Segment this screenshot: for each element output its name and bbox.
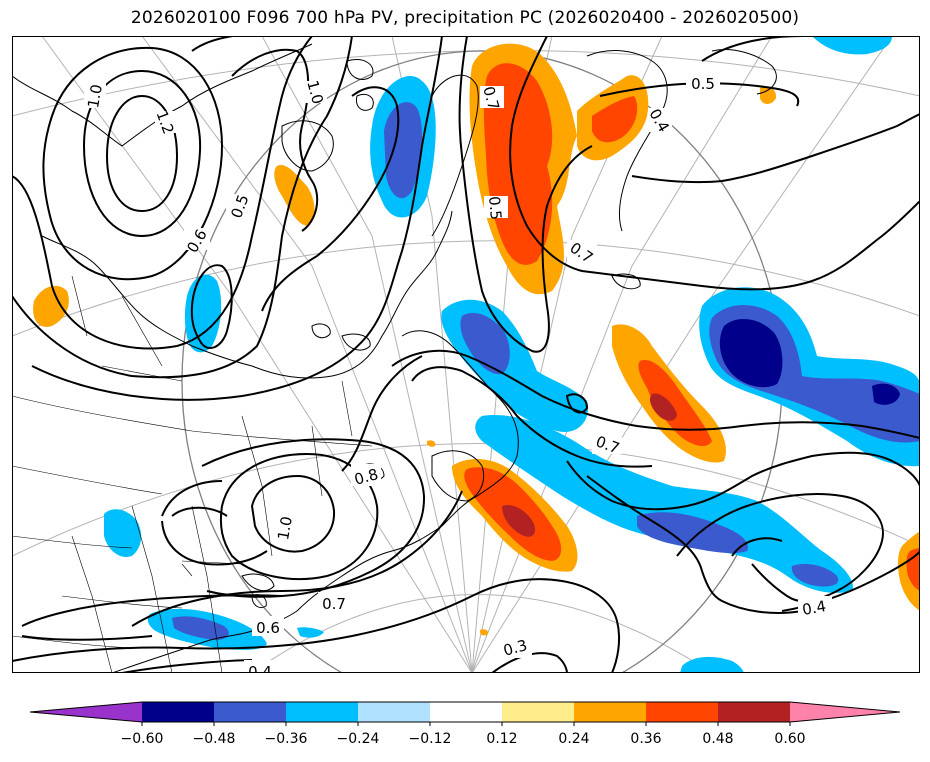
shade-orange-alaska xyxy=(33,285,69,327)
colorbar-tick-label-10: 0.60 xyxy=(774,731,805,747)
colorbar-bin-7 xyxy=(574,702,646,722)
contour-label-12: 0.8 xyxy=(352,465,380,489)
colorbar-bin-3 xyxy=(286,702,358,722)
contour-label-1: 1.0 xyxy=(84,83,106,110)
pv-contours xyxy=(12,36,920,673)
shade-royal-atlantic-band xyxy=(637,512,748,554)
shade-navy-eastern-small xyxy=(872,383,900,405)
colorbar-bin-8 xyxy=(646,702,718,722)
contour-label-17: 0.3 xyxy=(501,636,529,660)
political-borders xyxy=(12,275,373,673)
shade-brick-newfoundland xyxy=(502,504,536,537)
contour-label-7: 0.5 xyxy=(485,195,505,220)
contour-label-18: 0.4 xyxy=(801,597,828,619)
shade-royal-band-east xyxy=(791,564,839,587)
precip-shading xyxy=(33,36,920,673)
contour-label-14: 0.7 xyxy=(322,595,346,613)
shade-royal-southeast xyxy=(172,616,229,640)
map-frame xyxy=(12,36,920,673)
shade-blue-bottom-center xyxy=(680,656,744,673)
colorbar-swatches xyxy=(30,702,900,722)
map-panel: 1.0 1.2 0.5 0.6 1.0 0.7 0.5 0.5 0.4 0.7 … xyxy=(12,36,920,673)
shade-blue-tiny-south xyxy=(297,627,324,638)
contour-label-16: 0.4 xyxy=(248,663,272,673)
colorbar-tick-label-2: −0.48 xyxy=(193,731,236,747)
shade-orange-small-left xyxy=(426,440,436,447)
shade-royal-hudson xyxy=(384,102,423,199)
shade-red-greenland xyxy=(592,96,638,143)
shade-blue-topright xyxy=(812,36,892,55)
colorbar-tick-label-5: −0.12 xyxy=(409,731,452,747)
map-title: 2026020100 F096 700 hPa PV, precipitatio… xyxy=(130,8,800,28)
colorbar-tick-label-1: −0.60 xyxy=(121,731,164,747)
contour-label-15: 0.6 xyxy=(256,619,280,637)
colorbar-bin-1 xyxy=(142,702,214,722)
contour-labels: 1.0 1.2 0.5 0.6 1.0 0.7 0.5 0.5 0.4 0.7 … xyxy=(84,72,832,673)
colorbar-ticks xyxy=(141,722,791,726)
colorbar-extend-low xyxy=(30,702,142,722)
colorbar-tick-label-6: 0.12 xyxy=(486,731,517,747)
shade-brick-central-atlantic xyxy=(649,393,677,421)
colorbar-bin-4 xyxy=(358,702,430,722)
shade-red-central-atlantic xyxy=(638,360,712,447)
shade-orange-small-east xyxy=(760,86,777,104)
colorbar-bin-2 xyxy=(214,702,286,722)
colorbar-bin-9 xyxy=(718,702,790,722)
coastlines xyxy=(12,43,777,673)
colorbar-tick-labels: −0.60 −0.48 −0.36 −0.24 −0.12 0.12 0.24 … xyxy=(121,731,806,747)
contour-label-8: 0.5 xyxy=(691,75,715,93)
colorbar-extend-high xyxy=(790,702,900,722)
colorbar: −0.60 −0.48 −0.36 −0.24 −0.12 0.12 0.24 … xyxy=(29,701,901,747)
colorbar-bin-5 xyxy=(430,702,502,722)
shade-orange-bc xyxy=(274,165,315,226)
contour-label-13: 1.0 xyxy=(274,515,296,542)
shade-navy-eastern xyxy=(719,319,783,388)
shade-royal-labrador xyxy=(460,312,510,375)
contour-label-6: 0.7 xyxy=(479,84,503,112)
colorbar-tick-label-7: 0.24 xyxy=(558,731,589,747)
shade-blue-great-plains xyxy=(104,509,142,557)
contour-label-5: 1.0 xyxy=(303,78,327,106)
colorbar-tick-label-4: −0.24 xyxy=(337,731,380,747)
colorbar-bin-6 xyxy=(502,702,574,722)
shade-orange-tiny xyxy=(479,629,489,636)
colorbar-tick-label-8: 0.36 xyxy=(630,731,661,747)
shade-blue-atlantic-band xyxy=(475,415,853,593)
colorbar-tick-label-3: −0.36 xyxy=(265,731,308,747)
colorbar-tick-label-9: 0.48 xyxy=(702,731,733,747)
